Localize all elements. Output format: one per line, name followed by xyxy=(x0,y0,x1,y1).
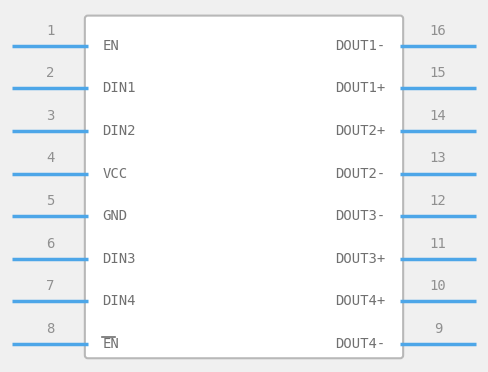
Text: 10: 10 xyxy=(429,279,447,293)
Text: 8: 8 xyxy=(46,322,54,336)
Text: VCC: VCC xyxy=(102,167,127,181)
Text: DOUT1+: DOUT1+ xyxy=(335,81,386,95)
Text: EN: EN xyxy=(102,39,119,53)
Text: DIN2: DIN2 xyxy=(102,124,136,138)
Text: DIN1: DIN1 xyxy=(102,81,136,95)
Text: GND: GND xyxy=(102,209,127,223)
Text: 14: 14 xyxy=(429,109,447,123)
Text: EN: EN xyxy=(102,337,119,351)
Text: 7: 7 xyxy=(46,279,54,293)
Text: 4: 4 xyxy=(46,151,54,166)
Text: 1: 1 xyxy=(46,23,54,38)
Text: DOUT4+: DOUT4+ xyxy=(335,295,386,308)
Text: DOUT4-: DOUT4- xyxy=(335,337,386,351)
Text: 6: 6 xyxy=(46,237,54,251)
Text: 13: 13 xyxy=(429,151,447,166)
Text: DOUT3-: DOUT3- xyxy=(335,209,386,223)
Text: DOUT3+: DOUT3+ xyxy=(335,252,386,266)
Text: 11: 11 xyxy=(429,237,447,251)
FancyBboxPatch shape xyxy=(85,16,403,358)
Text: DIN4: DIN4 xyxy=(102,295,136,308)
Text: 2: 2 xyxy=(46,66,54,80)
Text: DOUT1-: DOUT1- xyxy=(335,39,386,53)
Text: DIN3: DIN3 xyxy=(102,252,136,266)
Text: 15: 15 xyxy=(429,66,447,80)
Text: 5: 5 xyxy=(46,194,54,208)
Text: 12: 12 xyxy=(429,194,447,208)
Text: DOUT2-: DOUT2- xyxy=(335,167,386,181)
Text: 9: 9 xyxy=(434,322,442,336)
Text: 16: 16 xyxy=(429,23,447,38)
Text: 3: 3 xyxy=(46,109,54,123)
Text: DOUT2+: DOUT2+ xyxy=(335,124,386,138)
